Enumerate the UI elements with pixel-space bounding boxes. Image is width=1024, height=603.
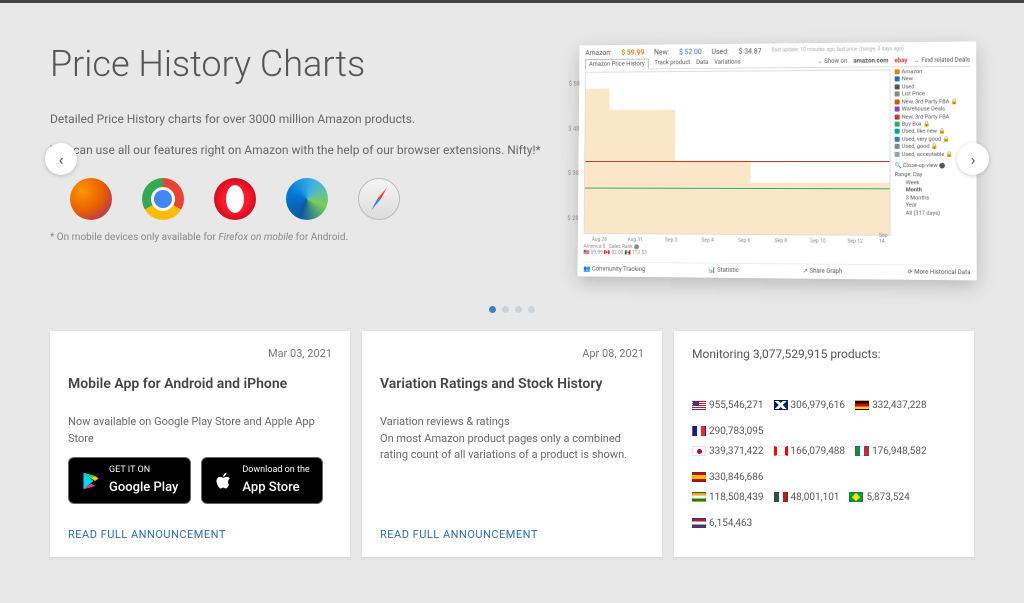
read-more-link[interactable]: READ FULL ANNOUNCEMENT <box>68 528 332 541</box>
card-body: Variation reviews & ratings On most Amaz… <box>380 414 644 514</box>
chart-plot[interactable]: $ 58 $ 48 $ 38 $ 28 Aug 28 Aug 31 Sep 2 … <box>584 69 891 236</box>
read-more-link[interactable]: READ FULL ANNOUNCEMENT <box>380 528 644 541</box>
more-data-link[interactable]: ⟳ More Historical Data <box>908 269 971 277</box>
locale-prices: 🇺🇸 59.99 🇨🇦 52.00 🇲🇽 112.53 <box>583 250 646 256</box>
carousel-prev-button[interactable]: ‹ <box>45 143 77 175</box>
price-chart-card: Amazon: $ 59.99 New: $ 52.00 Used: $ 34.… <box>577 41 976 280</box>
carousel-dot[interactable] <box>489 306 496 313</box>
hero-text: Price History Charts Detailed Price Hist… <box>50 43 574 278</box>
firefox-icon[interactable] <box>70 178 112 220</box>
card-title: Mobile App for Android and iPhone <box>68 376 332 392</box>
hero-desc-2: You can use all our features right on Am… <box>50 141 554 160</box>
opera-icon[interactable] <box>214 178 256 220</box>
amazon-price: $ 59.99 <box>621 49 644 57</box>
footnote: * On mobile devices only available for F… <box>50 232 554 243</box>
carousel-next-button[interactable]: › <box>957 143 989 175</box>
used-price: $ 34.87 <box>739 48 762 56</box>
card-mobile-app: Mar 03, 2021 Mobile App for Android and … <box>50 331 350 557</box>
ebay-link[interactable]: ebay <box>895 57 908 64</box>
tab-variations[interactable]: Variations <box>714 58 741 65</box>
new-label: New: <box>654 48 669 56</box>
country-counts: 955,546,271306,979,616332,437,228290,783… <box>692 396 956 534</box>
hero-chart: Amazon: $ 59.99 New: $ 52.00 Used: $ 34.… <box>574 43 974 278</box>
chart-footer: 👥 Community Tracking 📊 Statistic ↗ Share… <box>583 262 970 277</box>
chart-meta: (last update: 10 minutes ago, last price… <box>771 46 903 55</box>
carousel-dot[interactable] <box>515 306 522 313</box>
carousel-dot[interactable] <box>502 306 509 313</box>
card-title: Variation Ratings and Stock History <box>380 376 644 392</box>
chart-tabs: Amazon Price History Track product Data … <box>585 56 970 70</box>
google-play-button[interactable]: GET IT ONGoogle Play <box>68 457 191 504</box>
carousel-dot[interactable] <box>528 306 535 313</box>
carousel-dots <box>0 298 1024 317</box>
chrome-icon[interactable] <box>142 178 184 220</box>
browser-icons <box>70 178 554 220</box>
card-date: Mar 03, 2021 <box>68 347 332 360</box>
cards-row: Mar 03, 2021 Mobile App for Android and … <box>0 331 1024 557</box>
statistic-link[interactable]: 📊 Statistic <box>708 267 739 274</box>
tab-track[interactable]: Track product <box>654 59 690 66</box>
card-body: Now available on Google Play Store and A… <box>68 414 332 514</box>
card-variation-ratings: Apr 08, 2021 Variation Ratings and Stock… <box>362 331 662 557</box>
hero-section: Price History Charts Detailed Price Hist… <box>0 3 1024 288</box>
show-on-label: → Show on <box>817 57 848 64</box>
hero-desc-1: Detailed Price History charts for over 3… <box>50 110 554 129</box>
card-date: Apr 08, 2021 <box>380 347 644 360</box>
safari-icon[interactable] <box>358 178 400 220</box>
used-label: Used: <box>712 48 729 56</box>
card-monitoring: Monitoring 3,077,529,915 products: 955,5… <box>674 331 974 557</box>
tab-price-history[interactable]: Amazon Price History <box>585 59 649 70</box>
amazon-link[interactable]: amazon.com <box>853 57 888 64</box>
tab-data[interactable]: Data <box>696 58 708 65</box>
app-store-button[interactable]: Download on theApp Store <box>201 457 322 504</box>
community-tracking-link[interactable]: 👥 Community Tracking <box>583 265 645 273</box>
share-graph-link[interactable]: ↗ Share Graph <box>803 268 842 275</box>
page-title: Price History Charts <box>50 43 554 85</box>
edge-icon[interactable] <box>286 178 328 220</box>
amazon-label: Amazon: <box>585 49 611 57</box>
find-deals-link[interactable]: → Find related Deals <box>914 56 970 64</box>
monitor-title: Monitoring 3,077,529,915 products: <box>692 347 956 361</box>
new-price: $ 52.00 <box>679 48 702 56</box>
